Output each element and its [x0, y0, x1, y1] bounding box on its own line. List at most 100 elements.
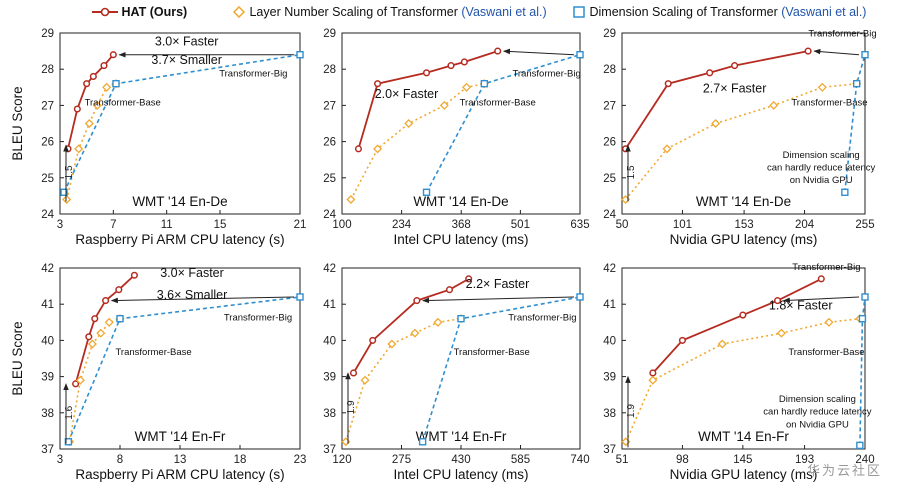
- x-tick-label: 153: [734, 219, 753, 231]
- annotation: Transformer-Base: [85, 97, 161, 108]
- annotation: on Nvidia GPU: [790, 175, 853, 186]
- x-tick-label: 18: [234, 454, 247, 466]
- annotation: Transformer-Base: [788, 347, 864, 358]
- layer-point: [817, 82, 827, 92]
- hat-point: [494, 47, 502, 55]
- layer-point: [75, 375, 85, 385]
- layer-point: [92, 100, 102, 110]
- hat-point: [354, 145, 363, 153]
- legend-layer: Layer Number Scaling of Transformer (Vas…: [232, 5, 547, 19]
- x-tick-label: 501: [511, 219, 530, 231]
- layer-point: [648, 375, 658, 385]
- x-axis-label: Raspberry Pi ARM CPU latency (s): [75, 467, 284, 482]
- dim-point: [422, 188, 431, 196]
- hat-point: [460, 58, 468, 66]
- dataset-label: WMT '14 En-De: [132, 194, 227, 209]
- hat-point: [447, 62, 455, 70]
- y-tick-label: 27: [323, 100, 336, 112]
- gap-label: 1.6: [64, 405, 75, 419]
- legend-dim-label: Dimension Scaling of Transformer: [589, 5, 778, 19]
- speedup-arrow: [503, 48, 575, 56]
- series-line-hat: [74, 274, 136, 385]
- dim-point: [457, 314, 465, 323]
- dim-point: [480, 79, 489, 88]
- hat-point: [102, 297, 110, 305]
- dim-point: [112, 79, 120, 88]
- dim-point: [296, 293, 304, 301]
- layer-point: [387, 339, 397, 349]
- layer-point: [462, 82, 472, 92]
- x-tick-label: 3: [57, 219, 63, 231]
- series-line-hat: [357, 50, 498, 150]
- layer-point: [410, 328, 420, 338]
- y-tick-label: 40: [323, 335, 336, 347]
- x-tick-label: 240: [855, 454, 874, 466]
- hat-point: [91, 315, 99, 323]
- x-tick-label: 193: [795, 454, 814, 466]
- annotation: Transformer-Big: [512, 68, 580, 79]
- annotation: Dimension scaling: [779, 394, 856, 405]
- dataset-label: WMT '14 En-Fr: [698, 429, 789, 444]
- x-tick-label: 13: [174, 454, 187, 466]
- x-tick-label: 15: [214, 219, 227, 231]
- layer-point: [104, 317, 114, 327]
- y-tick-label: 40: [603, 335, 616, 347]
- x-tick-label: 234: [392, 219, 412, 231]
- chart-3: 24 25 26 27 28 29 50 101 153 204 255 Nvidia GPU lat…: [603, 28, 876, 247]
- hat-point: [731, 62, 739, 70]
- y-tick-label: 25: [41, 173, 54, 185]
- layer-point: [373, 144, 383, 154]
- layer-point: [102, 82, 112, 92]
- hat-point: [664, 80, 672, 88]
- hat-point: [349, 369, 358, 377]
- y-tick-label: 29: [603, 28, 616, 40]
- dim-point: [116, 314, 124, 323]
- layer-point: [87, 339, 97, 349]
- layer-point: [769, 100, 779, 110]
- annotation: Transformer-Base: [791, 97, 867, 108]
- y-tick-label: 28: [323, 64, 336, 76]
- y-tick-label: 26: [603, 137, 616, 149]
- hat-point: [445, 286, 454, 294]
- layer-point: [84, 118, 94, 129]
- legend-hat-label: HAT (Ours): [121, 5, 188, 19]
- y-tick-label: 25: [323, 173, 336, 185]
- x-tick-label: 100: [332, 219, 351, 231]
- annotation: Transformer-Base: [460, 97, 536, 108]
- x-tick-label: 368: [452, 219, 471, 231]
- plot-frame: [621, 267, 866, 450]
- dim-point: [60, 188, 68, 196]
- hat-point: [115, 286, 123, 294]
- y-tick-label: 38: [603, 408, 616, 420]
- layer-point: [360, 375, 370, 385]
- dim-point: [856, 441, 864, 450]
- y-tick-label: 27: [41, 100, 54, 112]
- x-tick-label: 11: [161, 219, 173, 231]
- y-tick-label: 29: [323, 28, 336, 40]
- legend-hat-marker: [92, 7, 118, 17]
- x-tick-label: 145: [733, 454, 752, 466]
- dim-point: [853, 79, 861, 88]
- legend-hat: HAT (Ours): [92, 5, 187, 19]
- dataset-label: WMT '14 En-De: [413, 194, 508, 209]
- gap-label: 1.5: [64, 165, 75, 179]
- chart-5: 37 38 39 40 41 42 120 275 430 585 740 Intel CPU lat…: [323, 263, 589, 482]
- legend-dim-cite: (Vaswani et al.): [781, 5, 867, 19]
- hat-point: [100, 62, 108, 70]
- y-tick-label: 28: [41, 64, 54, 76]
- y-tick-label: 26: [41, 137, 54, 149]
- x-tick-label: 635: [570, 219, 589, 231]
- layer-point: [776, 328, 786, 338]
- y-tick-label: 24: [603, 209, 616, 221]
- annotation: Transformer-Base: [115, 347, 191, 358]
- annotation: Dimension scaling: [783, 150, 860, 161]
- layer-point: [824, 317, 834, 327]
- dim-point: [576, 293, 584, 301]
- legend-layer-cite: (Vaswani et al.): [461, 5, 547, 19]
- dim-point: [861, 51, 869, 59]
- layer-point: [96, 328, 106, 338]
- dim-point: [296, 51, 304, 59]
- dim-point: [64, 438, 73, 446]
- y-tick-label: 39: [323, 372, 336, 384]
- y-tick-label: 42: [41, 263, 54, 275]
